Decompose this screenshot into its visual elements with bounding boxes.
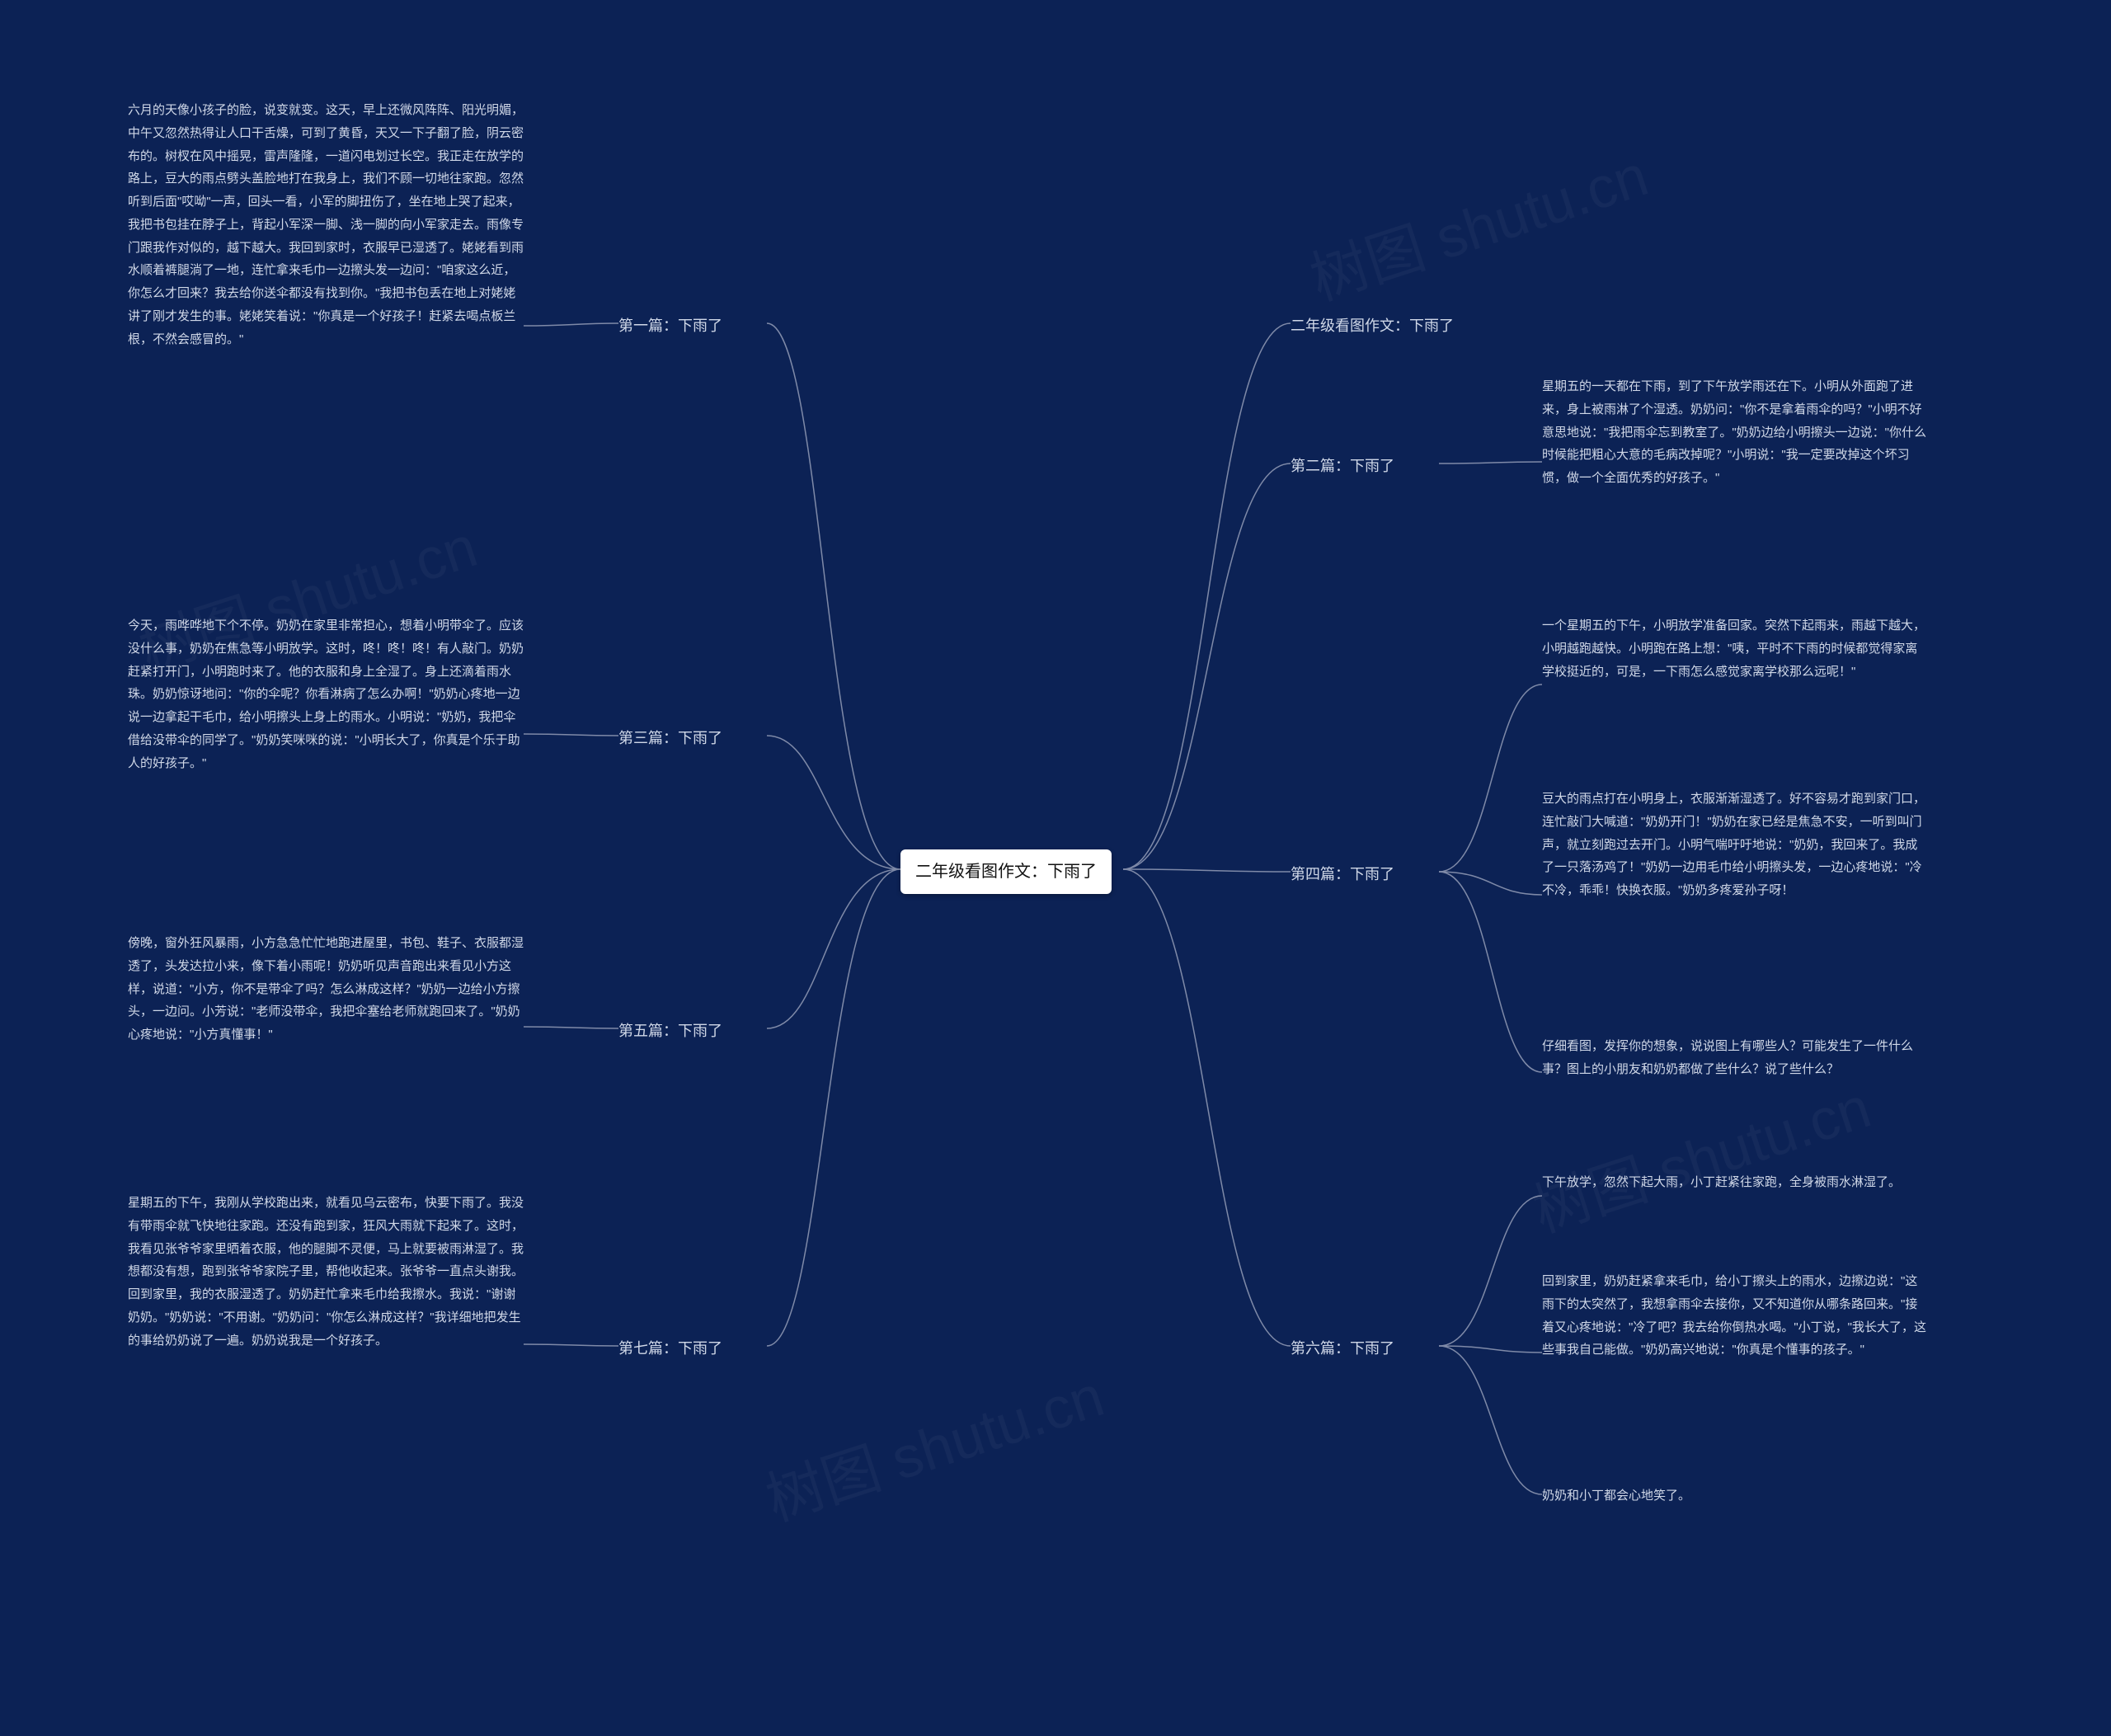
connector-line (1439, 1346, 1542, 1494)
connector-line (1123, 463, 1291, 869)
connector-line (524, 1344, 618, 1346)
connector-line (1439, 1196, 1542, 1346)
connector-line (767, 869, 900, 1028)
connector-line (767, 323, 900, 869)
branch-label[interactable]: 第七篇：下雨了 (618, 1336, 767, 1362)
connector-line (767, 869, 900, 1346)
connector-line (1439, 872, 1542, 895)
branch-label[interactable]: 第六篇：下雨了 (1291, 1336, 1439, 1362)
leaf-text: 奶奶和小丁都会心地笑了。 (1542, 1484, 1930, 1508)
branch-label[interactable]: 第五篇：下雨了 (618, 1019, 767, 1044)
connector-line (1123, 323, 1291, 869)
watermark: 树图 shutu.cn (1299, 129, 1657, 317)
branch-label[interactable]: 第四篇：下雨了 (1291, 862, 1439, 887)
connector-line (1123, 869, 1291, 1346)
branch-label[interactable]: 第三篇：下雨了 (618, 726, 767, 751)
connector-line (524, 323, 618, 326)
watermark: 树图 shutu.cn (755, 1350, 1113, 1537)
connector-line (1439, 685, 1542, 872)
connector-line (1439, 872, 1542, 1072)
leaf-text: 星期五的下午，我刚从学校跑出来，就看见乌云密布，快要下雨了。我没有带雨伞就飞快地… (128, 1192, 524, 1352)
leaf-text: 一个星期五的下午，小明放学准备回家。突然下起雨来，雨越下越大，小明越跑越快。小明… (1542, 614, 1930, 683)
connector-line (524, 1027, 618, 1028)
watermark: 树图 shutu.cn (1521, 1061, 1880, 1249)
center-node[interactable]: 二年级看图作文：下雨了 (900, 849, 1112, 894)
leaf-text: 仔细看图，发挥你的想象，说说图上有哪些人？可能发生了一件什么事？图上的小朋友和奶… (1542, 1035, 1930, 1081)
branch-label[interactable]: 第一篇：下雨了 (618, 313, 767, 339)
leaf-text: 豆大的雨点打在小明身上，衣服渐渐湿透了。好不容易才跑到家门口，连忙敲门大喊道："… (1542, 788, 1930, 902)
leaf-text: 傍晚，窗外狂风暴雨，小方急急忙忙地跑进屋里，书包、鞋子、衣服都湿透了，头发达拉小… (128, 932, 524, 1047)
connector-line (1439, 462, 1542, 463)
connector-line (767, 736, 900, 869)
branch-label[interactable]: 二年级看图作文：下雨了 (1291, 313, 1505, 339)
leaf-text: 六月的天像小孩子的脸，说变就变。这天，早上还微风阵阵、阳光明媚，中午又忽然热得让… (128, 99, 524, 350)
leaf-text: 回到家里，奶奶赶紧拿来毛巾，给小丁擦头上的雨水，边擦边说："这雨下的太突然了，我… (1542, 1270, 1930, 1362)
branch-label[interactable]: 第二篇：下雨了 (1291, 454, 1439, 479)
leaf-text: 今天，雨哗哗地下个不停。奶奶在家里非常担心，想着小明带伞了。应该没什么事，奶奶在… (128, 614, 524, 774)
connector-line (524, 734, 618, 736)
connector-line (1123, 869, 1291, 872)
leaf-text: 下午放学，忽然下起大雨，小丁赶紧往家跑，全身被雨水淋湿了。 (1542, 1171, 1930, 1194)
connector-line (1439, 1346, 1542, 1353)
leaf-text: 星期五的一天都在下雨，到了下午放学雨还在下。小明从外面跑了进来，身上被雨淋了个湿… (1542, 375, 1930, 490)
